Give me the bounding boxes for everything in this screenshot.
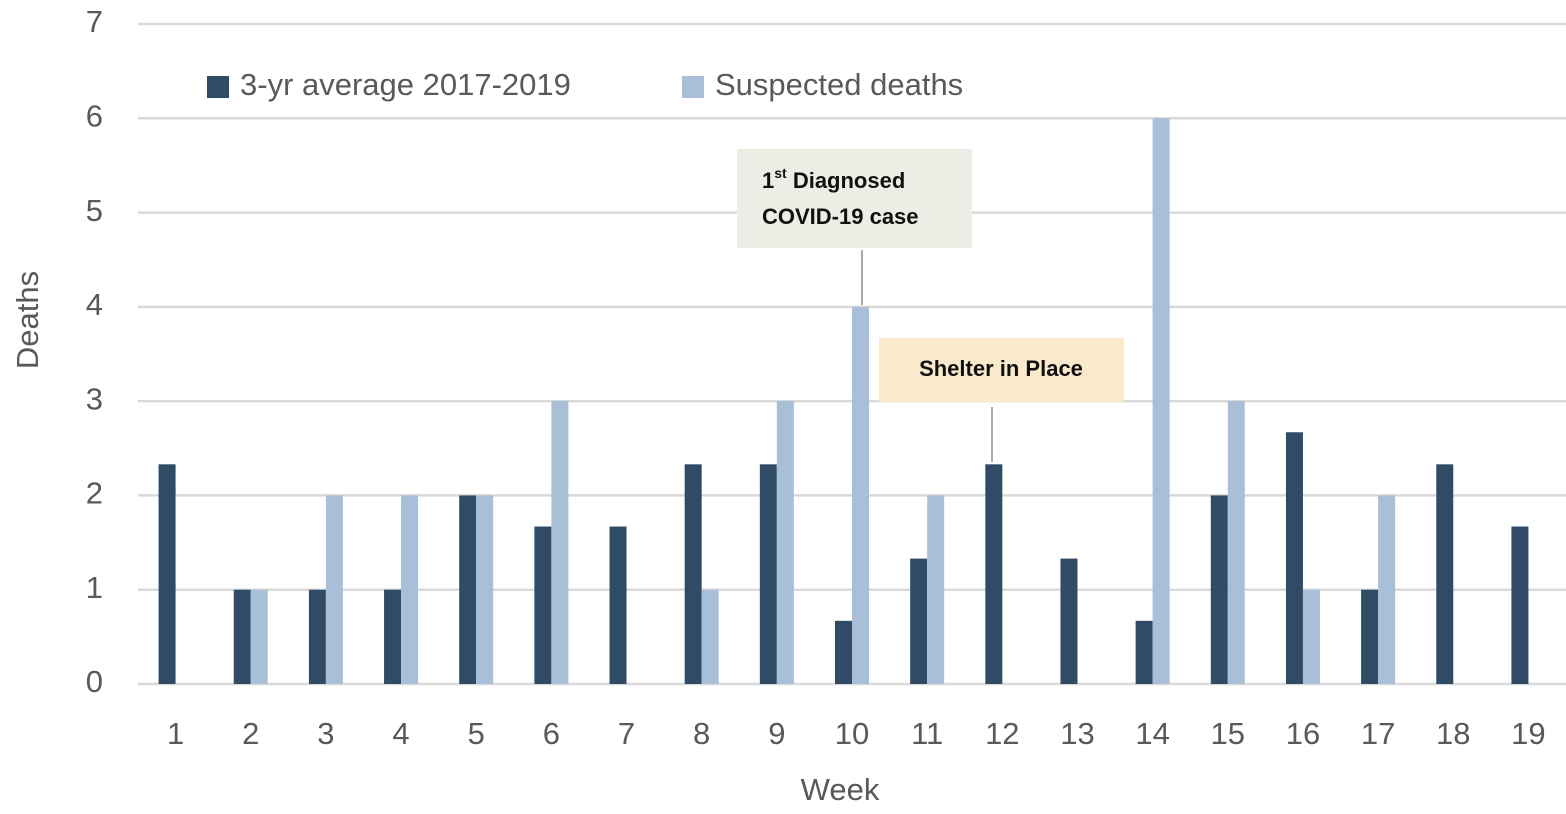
- bar: [250, 589, 268, 684]
- bar: [233, 589, 251, 684]
- bar: [985, 464, 1003, 684]
- bar: [1378, 495, 1396, 684]
- bar: [384, 589, 402, 684]
- x-tick-label: 4: [392, 716, 409, 751]
- annotation-box: [737, 149, 972, 248]
- bar: [927, 495, 945, 684]
- x-tick-label: 19: [1511, 716, 1545, 751]
- bar: [459, 495, 477, 684]
- x-tick-label: 5: [468, 716, 485, 751]
- x-tick-label: 17: [1361, 716, 1395, 751]
- annotation-superscript: st: [774, 165, 787, 181]
- bar: [1302, 589, 1320, 684]
- bar: [1436, 464, 1454, 684]
- bar: [1285, 432, 1303, 684]
- x-tick-label: 6: [543, 716, 560, 751]
- y-tick-label: 3: [86, 381, 103, 416]
- bar: [1135, 620, 1153, 684]
- x-tick-label: 14: [1135, 716, 1169, 751]
- bar: [852, 306, 869, 684]
- annotation: Shelter in Place: [919, 356, 1083, 381]
- bar: [1227, 401, 1245, 684]
- y-tick-label: 7: [86, 4, 103, 39]
- bar: [534, 526, 552, 684]
- bar: [476, 495, 494, 684]
- bar: [1060, 558, 1078, 684]
- bar: [1152, 118, 1170, 685]
- x-tick-label: 11: [911, 716, 943, 751]
- annotation-box: [879, 338, 1124, 402]
- x-tick-label: 7: [618, 716, 635, 751]
- y-tick-label: 1: [86, 570, 103, 605]
- x-tick-label: 10: [835, 716, 869, 751]
- x-axis-title: Week: [801, 772, 880, 807]
- annotation-text: 1: [762, 168, 774, 193]
- bar: [835, 620, 852, 684]
- x-tick-label: 12: [985, 716, 1019, 751]
- x-tick-label: 1: [167, 716, 184, 751]
- bar: [910, 558, 928, 684]
- bar: [1511, 526, 1529, 684]
- bars: [158, 118, 1529, 685]
- bar: [551, 401, 569, 684]
- y-axis-title: Deaths: [10, 271, 45, 369]
- bar: [684, 464, 702, 684]
- legend-label: 3-yr average 2017-2019: [240, 67, 571, 102]
- y-tick-label: 5: [86, 193, 103, 228]
- bar: [325, 495, 343, 684]
- legend-label: Suspected deaths: [715, 67, 963, 102]
- y-tick-label: 6: [86, 98, 103, 133]
- y-tick-label: 4: [86, 287, 103, 322]
- bar: [308, 589, 326, 684]
- bar: [701, 589, 719, 684]
- bar: [1361, 589, 1379, 684]
- bar: [609, 526, 627, 684]
- x-tick-label: 8: [693, 716, 710, 751]
- annotation: COVID-19 case: [762, 204, 919, 229]
- x-tick-label: 16: [1286, 716, 1320, 751]
- bar: [776, 401, 794, 684]
- x-tick-label: 2: [242, 716, 259, 751]
- y-tick-label: 2: [86, 476, 103, 511]
- bar: [1210, 495, 1228, 684]
- legend-swatch: [207, 76, 229, 98]
- bar: [759, 464, 777, 684]
- annotation-text: Diagnosed: [787, 168, 906, 193]
- x-tick-label: 13: [1060, 716, 1094, 751]
- x-tick-label: 3: [317, 716, 334, 751]
- x-tick-label: 15: [1211, 716, 1245, 751]
- legend-swatch: [682, 76, 704, 98]
- annotation: 1st Diagnosed: [762, 165, 905, 193]
- bar: [158, 464, 176, 684]
- x-tick-label: 9: [768, 716, 785, 751]
- bar: [401, 495, 419, 684]
- x-tick-label: 18: [1436, 716, 1470, 751]
- y-tick-label: 0: [86, 664, 103, 699]
